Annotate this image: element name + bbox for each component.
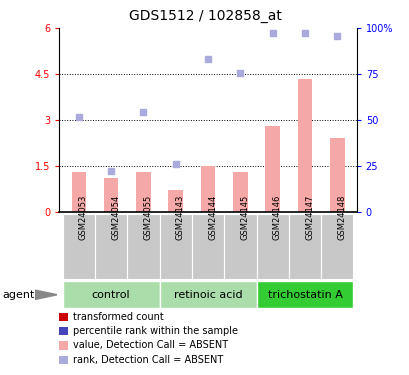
Bar (168, 190, 182, 212)
Text: GSM24144: GSM24144 (208, 194, 216, 240)
Text: GSM24055: GSM24055 (143, 194, 152, 240)
Bar (63, 281, 159, 308)
Text: GSM24148: GSM24148 (337, 194, 346, 240)
Bar (320, 214, 353, 279)
Bar (159, 214, 191, 279)
Bar (297, 79, 312, 212)
Text: GSM24053: GSM24053 (79, 194, 88, 240)
Text: GSM24147: GSM24147 (304, 194, 313, 240)
Text: agent: agent (2, 290, 34, 300)
Bar (72, 172, 86, 212)
Text: control: control (92, 290, 130, 300)
Text: GSM24054: GSM24054 (111, 194, 120, 240)
Text: GSM24143: GSM24143 (175, 194, 184, 240)
Text: trichostatin A: trichostatin A (267, 290, 342, 300)
Bar (136, 172, 151, 212)
Text: GSM24146: GSM24146 (272, 194, 281, 240)
Point (301, 30, 308, 36)
Bar (256, 214, 288, 279)
Polygon shape (35, 290, 57, 300)
Bar (200, 166, 215, 212)
Bar (191, 214, 224, 279)
Bar (103, 178, 118, 212)
Bar (224, 214, 256, 279)
Text: percentile rank within the sample: percentile rank within the sample (73, 326, 238, 336)
Point (236, 69, 243, 75)
Bar (127, 214, 159, 279)
Point (172, 161, 179, 167)
Bar (256, 281, 353, 308)
Bar (233, 172, 247, 212)
Text: value, Detection Call = ABSENT: value, Detection Call = ABSENT (73, 340, 228, 350)
Point (75, 114, 82, 120)
Text: GDS1512 / 102858_at: GDS1512 / 102858_at (128, 9, 281, 23)
Point (140, 110, 146, 116)
Bar (63, 214, 95, 279)
Bar (265, 126, 279, 212)
Bar (329, 138, 344, 212)
Point (333, 33, 340, 39)
Text: retinoic acid: retinoic acid (173, 290, 242, 300)
Text: GSM24145: GSM24145 (240, 194, 249, 240)
Point (269, 30, 275, 36)
Point (204, 56, 211, 62)
Point (108, 168, 114, 174)
Bar (95, 214, 127, 279)
Text: rank, Detection Call = ABSENT: rank, Detection Call = ABSENT (73, 355, 223, 364)
Bar (288, 214, 320, 279)
Bar (159, 281, 256, 308)
Text: transformed count: transformed count (73, 312, 164, 322)
